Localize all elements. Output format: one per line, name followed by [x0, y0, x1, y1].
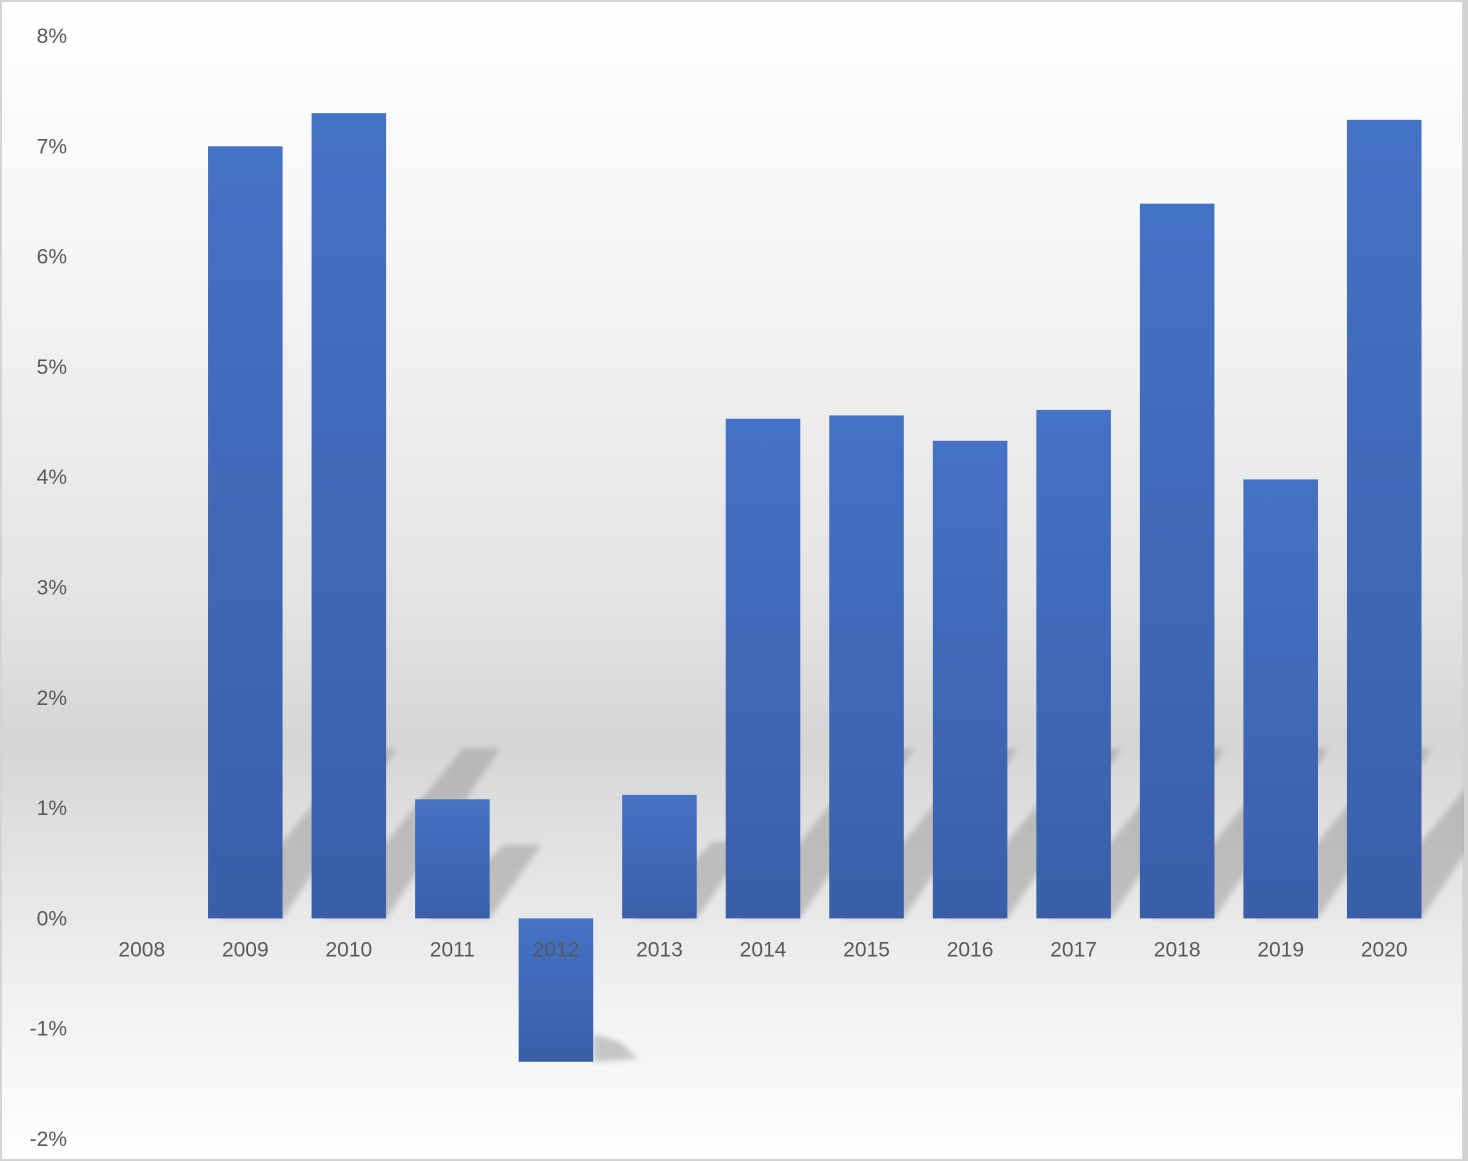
x-tick-label: 2010	[325, 938, 372, 961]
x-tick-label: 2011	[430, 938, 475, 961]
y-tick-label: 8%	[37, 25, 67, 48]
bar-2013	[622, 794, 697, 919]
y-tick-label: -2%	[30, 1128, 67, 1151]
x-tick-label: 2020	[1361, 938, 1408, 961]
y-tick-label: 6%	[37, 246, 67, 269]
x-axis: 2008 2009 2010 2011 2012 2013 2014 2015 2016 2017…	[118, 938, 1407, 961]
x-tick-label: 2018	[1154, 938, 1201, 961]
y-tick-label: 2%	[37, 687, 67, 710]
y-tick-label: 7%	[37, 135, 67, 158]
bar-2018	[1139, 203, 1215, 919]
x-tick-label: 2017	[1050, 938, 1097, 961]
y-tick-label: -1%	[30, 1018, 67, 1041]
x-tick-label: 2019	[1257, 938, 1304, 961]
bar-2010	[311, 113, 387, 919]
x-tick-label: 2009	[222, 938, 269, 961]
bar-2016	[932, 440, 1008, 919]
y-tick-label: 3%	[37, 577, 67, 600]
bars	[208, 113, 1422, 1062]
bar-2014	[725, 418, 801, 919]
x-tick-label: 2016	[947, 938, 994, 961]
x-tick-label: 2015	[843, 938, 890, 961]
x-tick-label: 2014	[740, 938, 787, 961]
bar-2011	[415, 799, 490, 919]
x-tick-label: 2012	[533, 938, 580, 961]
y-tick-label: 4%	[37, 466, 67, 489]
bar-2020	[1346, 119, 1422, 919]
bar-2019	[1243, 479, 1318, 919]
bar-2017	[1036, 409, 1111, 919]
y-tick-label: 0%	[37, 907, 67, 930]
bar-shadow	[593, 1033, 639, 1062]
bar-2015	[829, 415, 904, 919]
y-tick-label: 1%	[37, 797, 67, 820]
bar-2012	[518, 918, 594, 1062]
y-tick-label: 5%	[37, 356, 67, 379]
x-tick-label: 2013	[636, 938, 683, 961]
y-axis: -2% -1% 0% 1% 2% 3% 4% 5% 6% 7% 8%	[30, 25, 67, 1151]
bar-2009	[208, 146, 283, 919]
x-tick-label: 2008	[118, 938, 165, 961]
